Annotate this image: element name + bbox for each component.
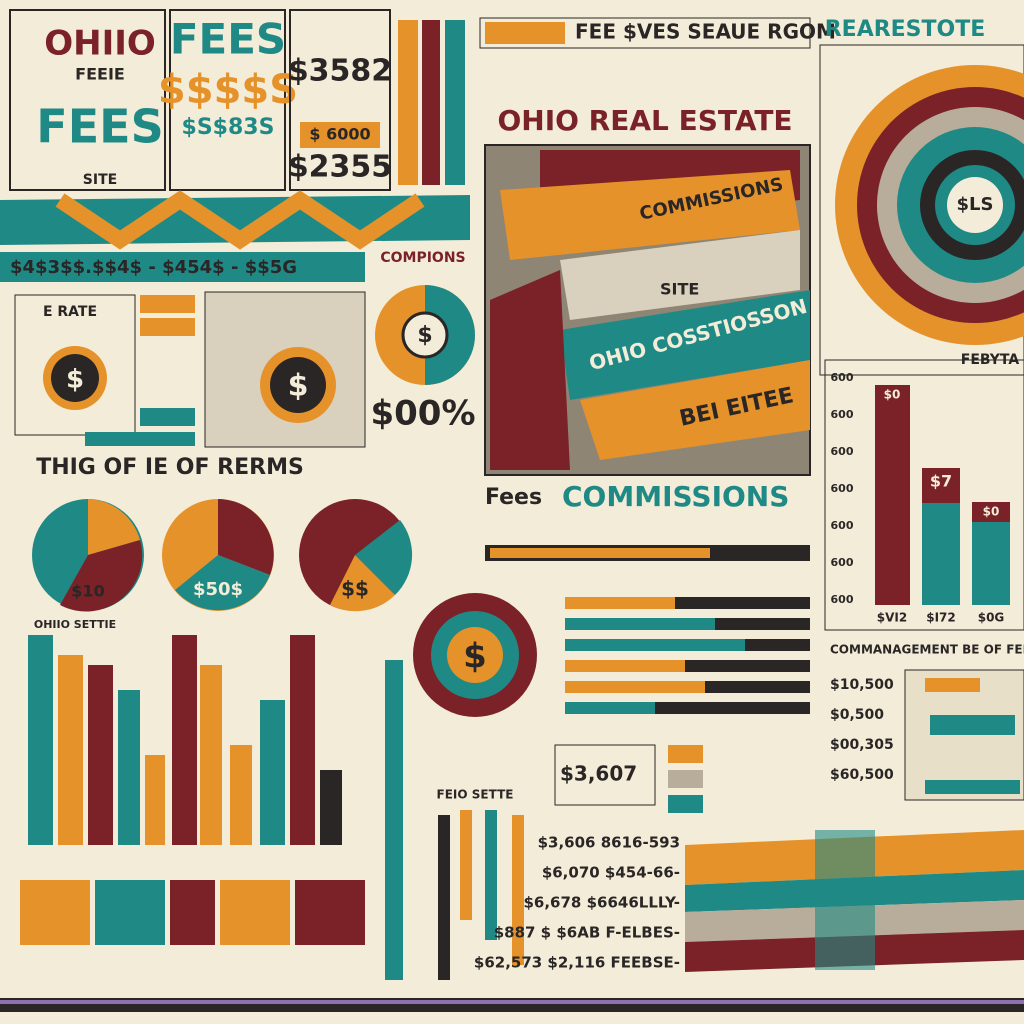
heading: FEES [170,15,286,64]
panel [9,9,166,191]
dollars: $$$$S [158,67,298,113]
percent: $00% [370,394,475,434]
tag [925,678,980,692]
tick-label: 600 [831,371,854,384]
coin [401,311,449,359]
price: $ 6000 [309,125,370,144]
heading: FEES [36,100,163,154]
price-line: $887 $ $6AB F-ELBES- [494,924,680,942]
heading: Fees [485,485,542,510]
tick-label: 600 [831,556,854,569]
coin-symbol: $ [288,369,309,404]
footer-bar [0,1000,1024,1004]
target [835,65,1024,345]
price-line: $6,678 $6646LLLY- [523,894,680,912]
panel [169,9,286,191]
title: OHIIO [44,24,156,64]
caption: FEIO SETTE [437,788,514,802]
label: E RATE [43,304,97,320]
table-title: COMMANAGEMENT BE OF FEES [830,643,1024,657]
price-line: $6,070 $454-66- [542,864,680,882]
tag [300,122,380,148]
pie [425,285,475,385]
tick-label: 600 [831,445,854,458]
panel [824,359,1024,631]
table-cell: $60,500 [830,767,894,783]
coin-symbol: $ [463,637,487,677]
tick-label: 600 [831,482,854,495]
panel [554,744,656,806]
heading: COMMISSIONS [562,480,789,513]
price-line: $3,606 8616-593 [538,834,680,852]
price: $3,607 [560,762,637,786]
header-text: FEE $VES SEAUE RGOM [575,20,836,44]
progress-bars [485,545,810,714]
subtitle: FEEIE [75,65,125,84]
banner-stripe [55,190,425,250]
banner [0,252,365,282]
x-label: $I72 [926,611,956,625]
tags [668,745,703,813]
pie-label: $10 [71,582,104,601]
tick-column: 600 600 600 600 600 600 600 [831,371,854,606]
caption: OHIIO SETTIE [34,618,116,631]
tag [925,780,1020,794]
banner-text: $4$3$$.$$4$ - $454$ - $$5G [10,257,297,278]
stripes [398,20,465,185]
price: $2355 [288,150,392,185]
pie-label: $$ [341,577,369,601]
table: $10,500 $0,500 $00,305 $60,500 [830,677,894,783]
price-lines: $3,606 8616-593 $6,070 $454-66- $6,678 $66… [474,834,680,972]
bar-label: $7 [930,472,952,491]
coin [51,354,99,402]
table-cell: $0,500 [830,707,884,723]
bar-label: $0 [884,388,901,402]
stripes [685,830,1024,972]
tick-label: 600 [831,593,854,606]
heading: THIG OF IE OF RERMS [36,455,304,480]
x-label: $0G [978,611,1005,625]
coin-symbol: $ [66,365,84,395]
strip [479,17,811,49]
x-label: $VI2 [877,611,907,625]
poster-title: OHIO REAL ESTATE [497,104,792,137]
coin-symbol: $ [417,323,432,348]
panel [819,44,1024,376]
price-line: $62,573 $2,116 FEEBSE- [474,954,680,972]
caption: SITE [83,172,117,188]
tick-label: 600 [831,408,854,421]
pies [32,499,413,612]
tag [930,715,1015,735]
table-cell: $00,305 [830,737,894,753]
ribbons [490,150,810,470]
bars [28,635,342,845]
pie-label: $50$ [193,579,243,600]
bar-label: $0 [983,505,1000,519]
panel [14,294,136,436]
coin [270,357,326,413]
bars [875,385,1010,605]
heading: COMPIONS [380,250,465,266]
table-cell: $10,500 [830,677,894,693]
dollars: $S$83S [182,115,275,140]
panel [289,9,391,191]
price: $3582 [288,54,392,89]
strip [485,22,565,44]
ribbon-text: SITE [660,280,699,299]
seal: $LS [957,194,994,215]
seal [447,627,503,683]
columns [385,660,524,980]
header-text: REARESTOTE [825,17,986,42]
tags [85,295,195,446]
dollar-tiles [20,880,365,945]
tick-label: 600 [831,519,854,532]
